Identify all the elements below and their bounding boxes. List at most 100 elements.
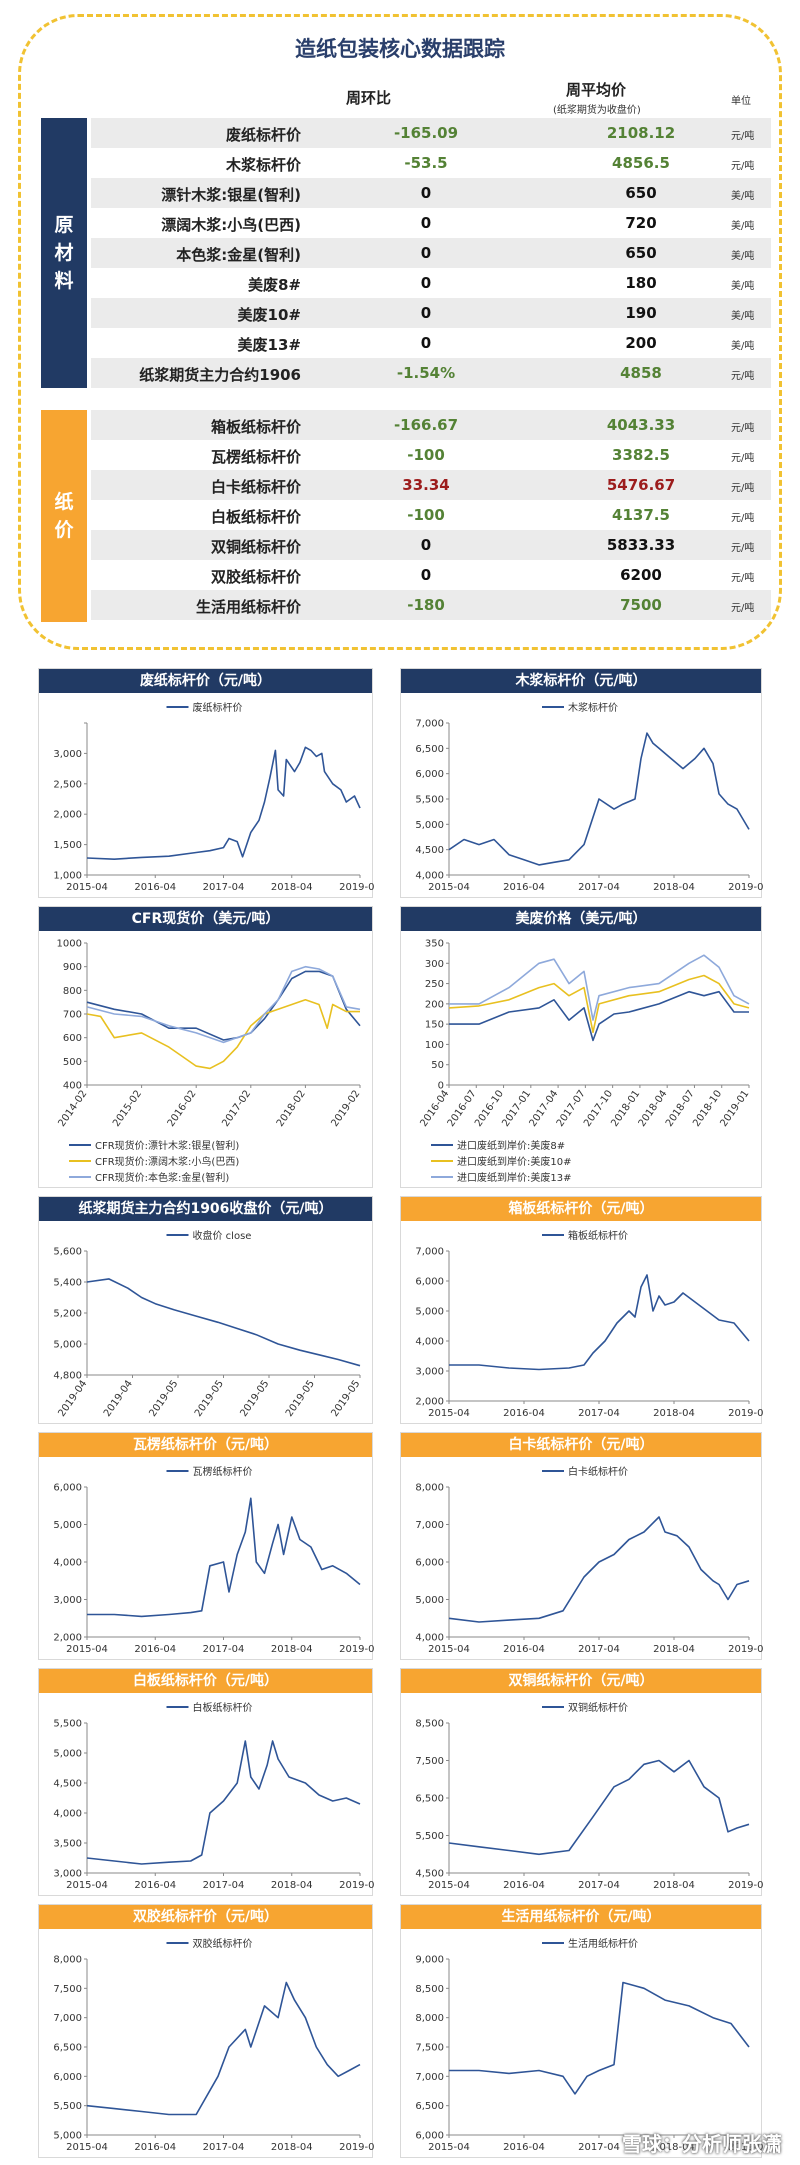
series-line <box>86 746 361 860</box>
row-change: -1.54% <box>396 364 456 382</box>
series-line <box>448 1759 750 1856</box>
y-tick-label: 5,000 <box>53 2131 82 2142</box>
y-tick-label: 8,500 <box>415 1719 444 1730</box>
series-line <box>448 732 750 866</box>
y-tick-label: 7,000 <box>415 2072 444 2083</box>
row-name: 漂阔木浆:小鸟(巴西) <box>161 216 301 234</box>
y-tick-label: 50 <box>431 1060 444 1071</box>
row-avg: 4858 <box>620 364 662 382</box>
y-tick-label: 9,000 <box>415 1955 444 1966</box>
row-avg: 7500 <box>620 596 662 614</box>
legend-label: CFR现货价:漂阔木浆:小鸟(巴西) <box>95 1155 239 1168</box>
chart-title: 木浆标杆价（元/吨） <box>401 669 761 693</box>
y-tick-label: 3,000 <box>415 1367 444 1378</box>
row-name: 美废10# <box>237 306 301 324</box>
series-line <box>86 1278 361 1367</box>
chart-panel: 生活用纸标杆价（元/吨） 生活用纸标杆价 6,000 6,500 7,000 7,500 8… <box>400 1904 763 2158</box>
y-tick-label: 7,500 <box>415 1756 444 1767</box>
y-tick-label: 200 <box>425 999 444 1010</box>
x-tick-label: 2016-04 <box>503 882 545 893</box>
chart-title: CFR现货价（美元/吨） <box>39 907 372 931</box>
row-name: 瓦楞纸标杆价 <box>210 448 301 466</box>
row-change: -165.09 <box>393 124 459 142</box>
x-tick-label: 2019-05 <box>193 1378 226 1419</box>
legend-label: 箱板纸标杆价 <box>568 1229 628 1242</box>
series-line <box>86 965 361 1044</box>
chart-svg: 瓦楞纸标杆价 2,000 3,000 4,000 5,000 6,000 2015-04 20… <box>53 1465 374 1655</box>
row-name: 白卡纸标杆价 <box>210 478 301 496</box>
chart-title: 瓦楞纸标杆价（元/吨） <box>39 1433 372 1457</box>
y-tick-label: 700 <box>63 1010 82 1021</box>
x-tick-label: 2015-04 <box>428 2142 470 2153</box>
table-row: 瓦楞纸标杆价 -100 3382.5 元/吨 <box>91 440 771 470</box>
x-tick-label: 2018-04 <box>653 1880 695 1891</box>
x-tick-label: 2017-04 <box>578 1408 620 1419</box>
row-change: -100 <box>407 446 445 464</box>
legend-label: 双胶纸标杆价 <box>193 1937 253 1950</box>
chart-svg: 白板纸标杆价 3,000 3,500 4,000 4,500 5,000 5,500 2015… <box>53 1701 374 1891</box>
y-tick-label: 250 <box>425 979 444 990</box>
y-tick-label: 3,000 <box>53 749 82 760</box>
y-tick-label: 1,500 <box>53 840 82 851</box>
x-tick-label: 2019-05 <box>329 1378 362 1419</box>
chart-panel: 双胶纸标杆价（元/吨） 双胶纸标杆价 5,000 5,500 6,000 6,500 7,0… <box>38 1904 374 2158</box>
legend-label: 木浆标杆价 <box>568 701 618 714</box>
x-tick-label: 2016-04 <box>503 1880 545 1891</box>
row-unit: 美/吨 <box>731 221 755 232</box>
header-avg: 周平均价 <box>566 81 627 99</box>
x-tick-label: 2018-04 <box>271 2142 313 2153</box>
y-tick-label: 6,500 <box>415 2101 444 2112</box>
table-row: 本色浆:金星(智利) 0 650 美/吨 <box>91 238 771 268</box>
legend-label: 进口废纸到岸价:美废10# <box>457 1155 571 1168</box>
table-row: 废纸标杆价 -165.09 2108.12 元/吨 <box>91 118 771 148</box>
row-change: 0 <box>420 274 432 292</box>
row-avg: 6200 <box>620 566 662 584</box>
y-tick-label: 800 <box>63 986 82 997</box>
x-tick-label: 2019-05 <box>147 1378 180 1419</box>
row-avg: 4043.33 <box>606 416 676 434</box>
x-tick-label: 2018-04 <box>653 1408 695 1419</box>
series-line <box>448 974 750 1034</box>
y-tick-label: 400 <box>63 1081 82 1092</box>
x-tick-label: 2019-05 <box>238 1378 271 1419</box>
row-change: 0 <box>420 184 432 202</box>
legend-label: CFR现货价:本色浆:金星(智利) <box>95 1171 229 1184</box>
x-tick-label: 2018-04 <box>653 2142 695 2153</box>
legend-label: CFR现货价:漂针木浆:银星(智利) <box>95 1139 239 1152</box>
row-avg: 650 <box>625 184 657 202</box>
y-tick-label: 5,500 <box>415 795 444 806</box>
row-name: 美废13# <box>237 336 301 354</box>
chart-title: 箱板纸标杆价（元/吨） <box>401 1197 761 1221</box>
x-tick-label: 2019-04 <box>728 1408 763 1419</box>
y-tick-label: 4,000 <box>415 871 444 882</box>
x-tick-label: 2016-04 <box>134 882 176 893</box>
chart-panel: 箱板纸标杆价（元/吨） 箱板纸标杆价 2,000 3,000 4,000 5,000 6,0… <box>400 1196 763 1424</box>
row-name: 双胶纸标杆价 <box>210 568 301 586</box>
chart-svg: 木浆标杆价 4,000 4,500 5,000 5,500 6,000 6,500 7,000… <box>415 701 763 893</box>
legend-label: 双铜纸标杆价 <box>568 1701 628 1714</box>
x-tick-label: 2017-04 <box>203 2142 245 2153</box>
x-tick-label: 2016-04 <box>134 1880 176 1891</box>
row-unit: 美/吨 <box>731 341 755 352</box>
legend-label: 废纸标杆价 <box>193 701 243 714</box>
table-row: 箱板纸标杆价 -166.67 4043.33 元/吨 <box>91 410 771 440</box>
y-tick-label: 0 <box>438 1081 444 1092</box>
row-unit: 元/吨 <box>731 573 755 584</box>
header-unit: 单位 <box>731 96 751 107</box>
y-tick-label: 7,000 <box>415 1520 444 1531</box>
y-tick-label: 7,000 <box>53 2013 82 2024</box>
y-tick-label: 3,500 <box>53 1839 82 1850</box>
y-tick-label: 7,000 <box>415 1247 444 1258</box>
row-avg: 200 <box>625 334 657 352</box>
y-tick-label: 5,000 <box>415 820 444 831</box>
table-row: 纸浆期货主力合约1906 -1.54% 4858 元/吨 <box>91 358 771 388</box>
x-tick-label: 2016-04 <box>134 1644 176 1655</box>
series-line <box>86 1981 361 2116</box>
table-row: 木浆标杆价 -53.5 4856.5 元/吨 <box>91 148 771 178</box>
watermark: 雪球：分析师张潇 <box>622 2132 782 2156</box>
row-change: 33.34 <box>402 476 450 494</box>
row-unit: 元/吨 <box>731 453 755 464</box>
chart-title: 白板纸标杆价（元/吨） <box>39 1669 372 1693</box>
x-tick-label: 2015-04 <box>428 1408 470 1419</box>
y-tick-label: 3,000 <box>53 1595 82 1606</box>
